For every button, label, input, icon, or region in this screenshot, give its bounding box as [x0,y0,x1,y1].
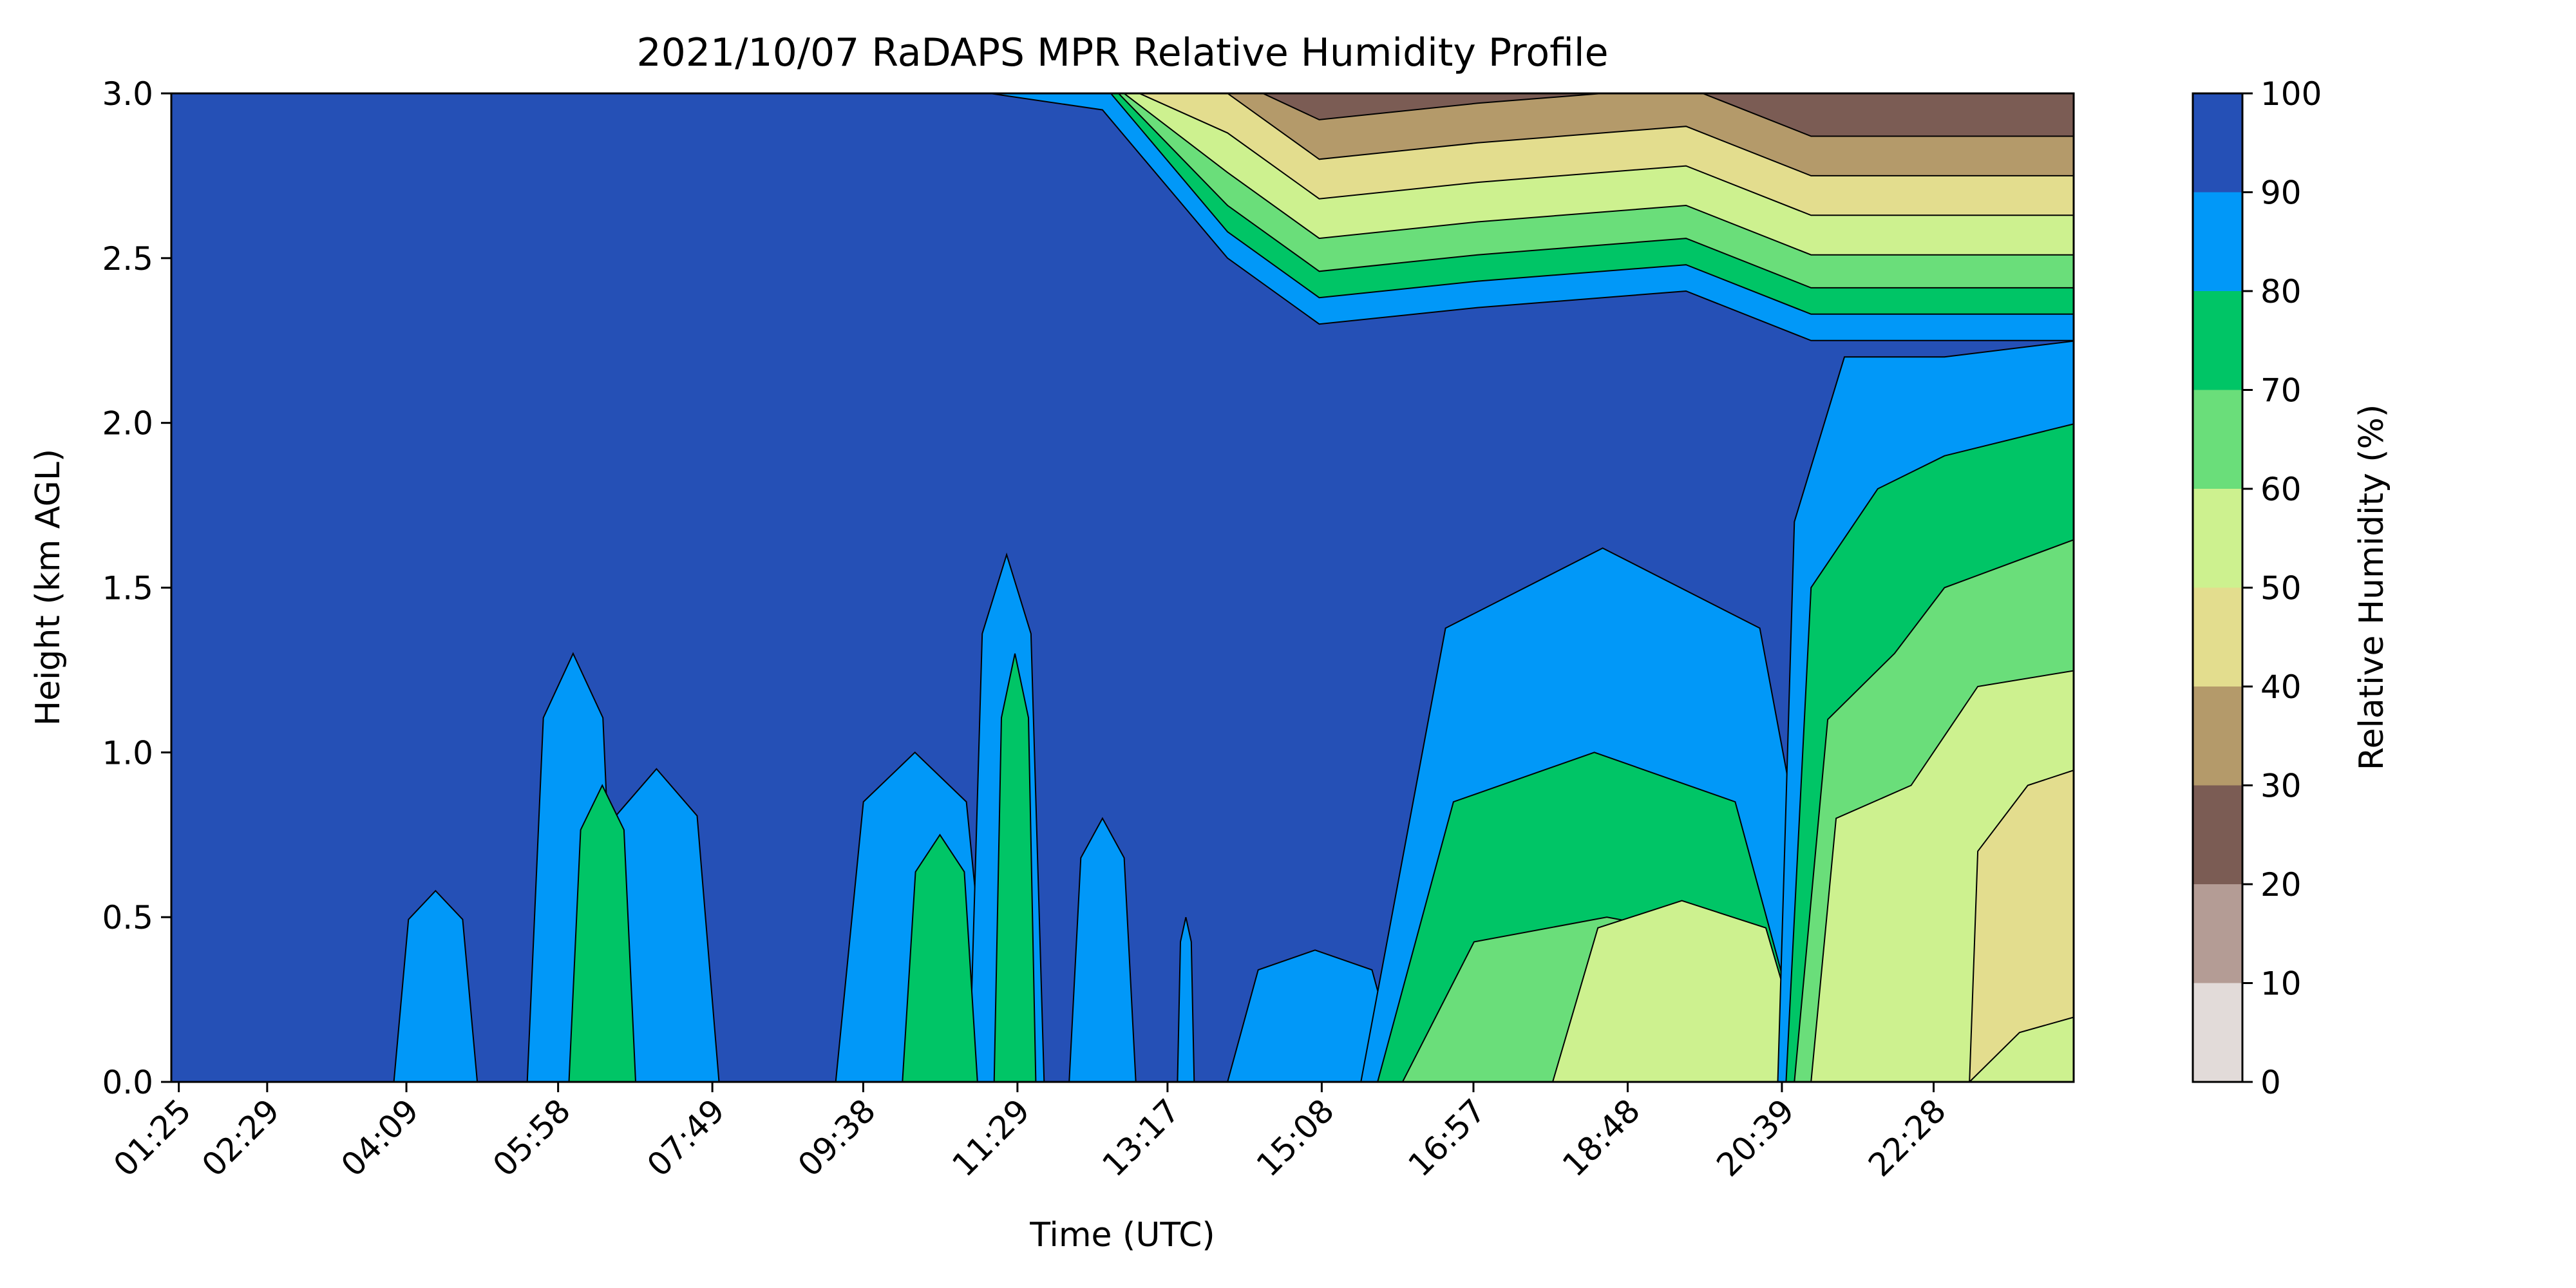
x-tick-label: 04:09 [334,1092,426,1184]
x-tick-label: 05:58 [486,1092,578,1184]
rh-low-plume-11 [993,653,1037,1082]
y-tick-label: 0.5 [102,899,153,936]
colorbar-tick-label: 50 [2260,570,2302,607]
rh-low-plume-9 [568,784,637,1082]
rh-low-plume-7 [1227,949,1403,1082]
plot-area [171,93,2074,1082]
colorbar-tick-label: 10 [2260,965,2302,1003]
y-tick-label: 1.0 [102,734,153,772]
x-tick-label: 11:29 [945,1092,1037,1184]
colorbar-tick-label: 60 [2260,471,2302,508]
y-axis-label: Height (km AGL) [29,449,68,726]
colorbar-segment [2193,785,2242,884]
x-tick-label: 15:08 [1249,1092,1341,1184]
colorbar-segment [2193,884,2242,983]
x-axis-label: Time (UTC) [1029,1216,1215,1255]
colorbar-tick-label: 90 [2260,175,2302,212]
colorbar-segment [2193,93,2242,193]
colorbar-segment [2193,291,2242,390]
colorbar-segment [2193,192,2242,291]
colorbar-segment [2193,587,2242,687]
x-tick-label: 07:49 [640,1092,732,1184]
chart-title: 2021/10/07 RaDAPS MPR Relative Humidity … [637,30,1609,75]
colorbar-segment [2193,983,2242,1082]
x-tick-label: 09:38 [791,1092,883,1184]
y-tick-label: 3.0 [102,75,153,113]
x-tick-label: 16:57 [1401,1092,1493,1184]
colorbar-tick-label: 0 [2260,1064,2281,1101]
y-tick-label: 1.5 [102,570,153,607]
x-tick-label: 18:48 [1555,1092,1647,1184]
rh-low-plume-6 [1177,916,1195,1082]
x-tick-label: 20:39 [1710,1092,1802,1184]
rh-upper-band-6 [1261,93,2074,137]
rh-low-plume-10 [902,833,978,1082]
colorbar-tick-label: 100 [2260,75,2322,113]
rh-low-plume-5 [1068,817,1137,1082]
colorbar-tick-label: 80 [2260,273,2302,310]
y-axis: 0.0 0.5 1.0 1.5 2.0 2.5 3.0 [102,75,171,1101]
x-tick-label: 13:17 [1095,1092,1187,1184]
y-tick-label: 0.0 [102,1064,153,1101]
colorbar-tick-label: 70 [2260,372,2302,410]
colorbar-tick-label: 20 [2260,866,2302,904]
x-tick-label: 01:25 [106,1092,198,1184]
colorbar-segment [2193,390,2242,489]
x-tick-label: 22:28 [1861,1092,1953,1184]
colorbar: 0 10 20 30 40 50 60 70 80 90 100 [2192,75,2322,1101]
colorbar-segment [2193,687,2242,786]
colorbar-tick-label: 40 [2260,668,2302,706]
rh-low-plume-14 [1551,900,1812,1082]
colorbar-tick-label: 30 [2260,768,2302,805]
rh-low-plume-0 [393,889,478,1082]
y-tick-label: 2.5 [102,240,153,278]
colorbar-label: Relative Humidity (%) [2353,404,2391,771]
y-tick-label: 2.0 [102,405,153,442]
rh-right-layer-4 [1969,769,2074,1082]
x-tick-label: 02:29 [194,1092,287,1184]
colorbar-segment [2193,489,2242,588]
